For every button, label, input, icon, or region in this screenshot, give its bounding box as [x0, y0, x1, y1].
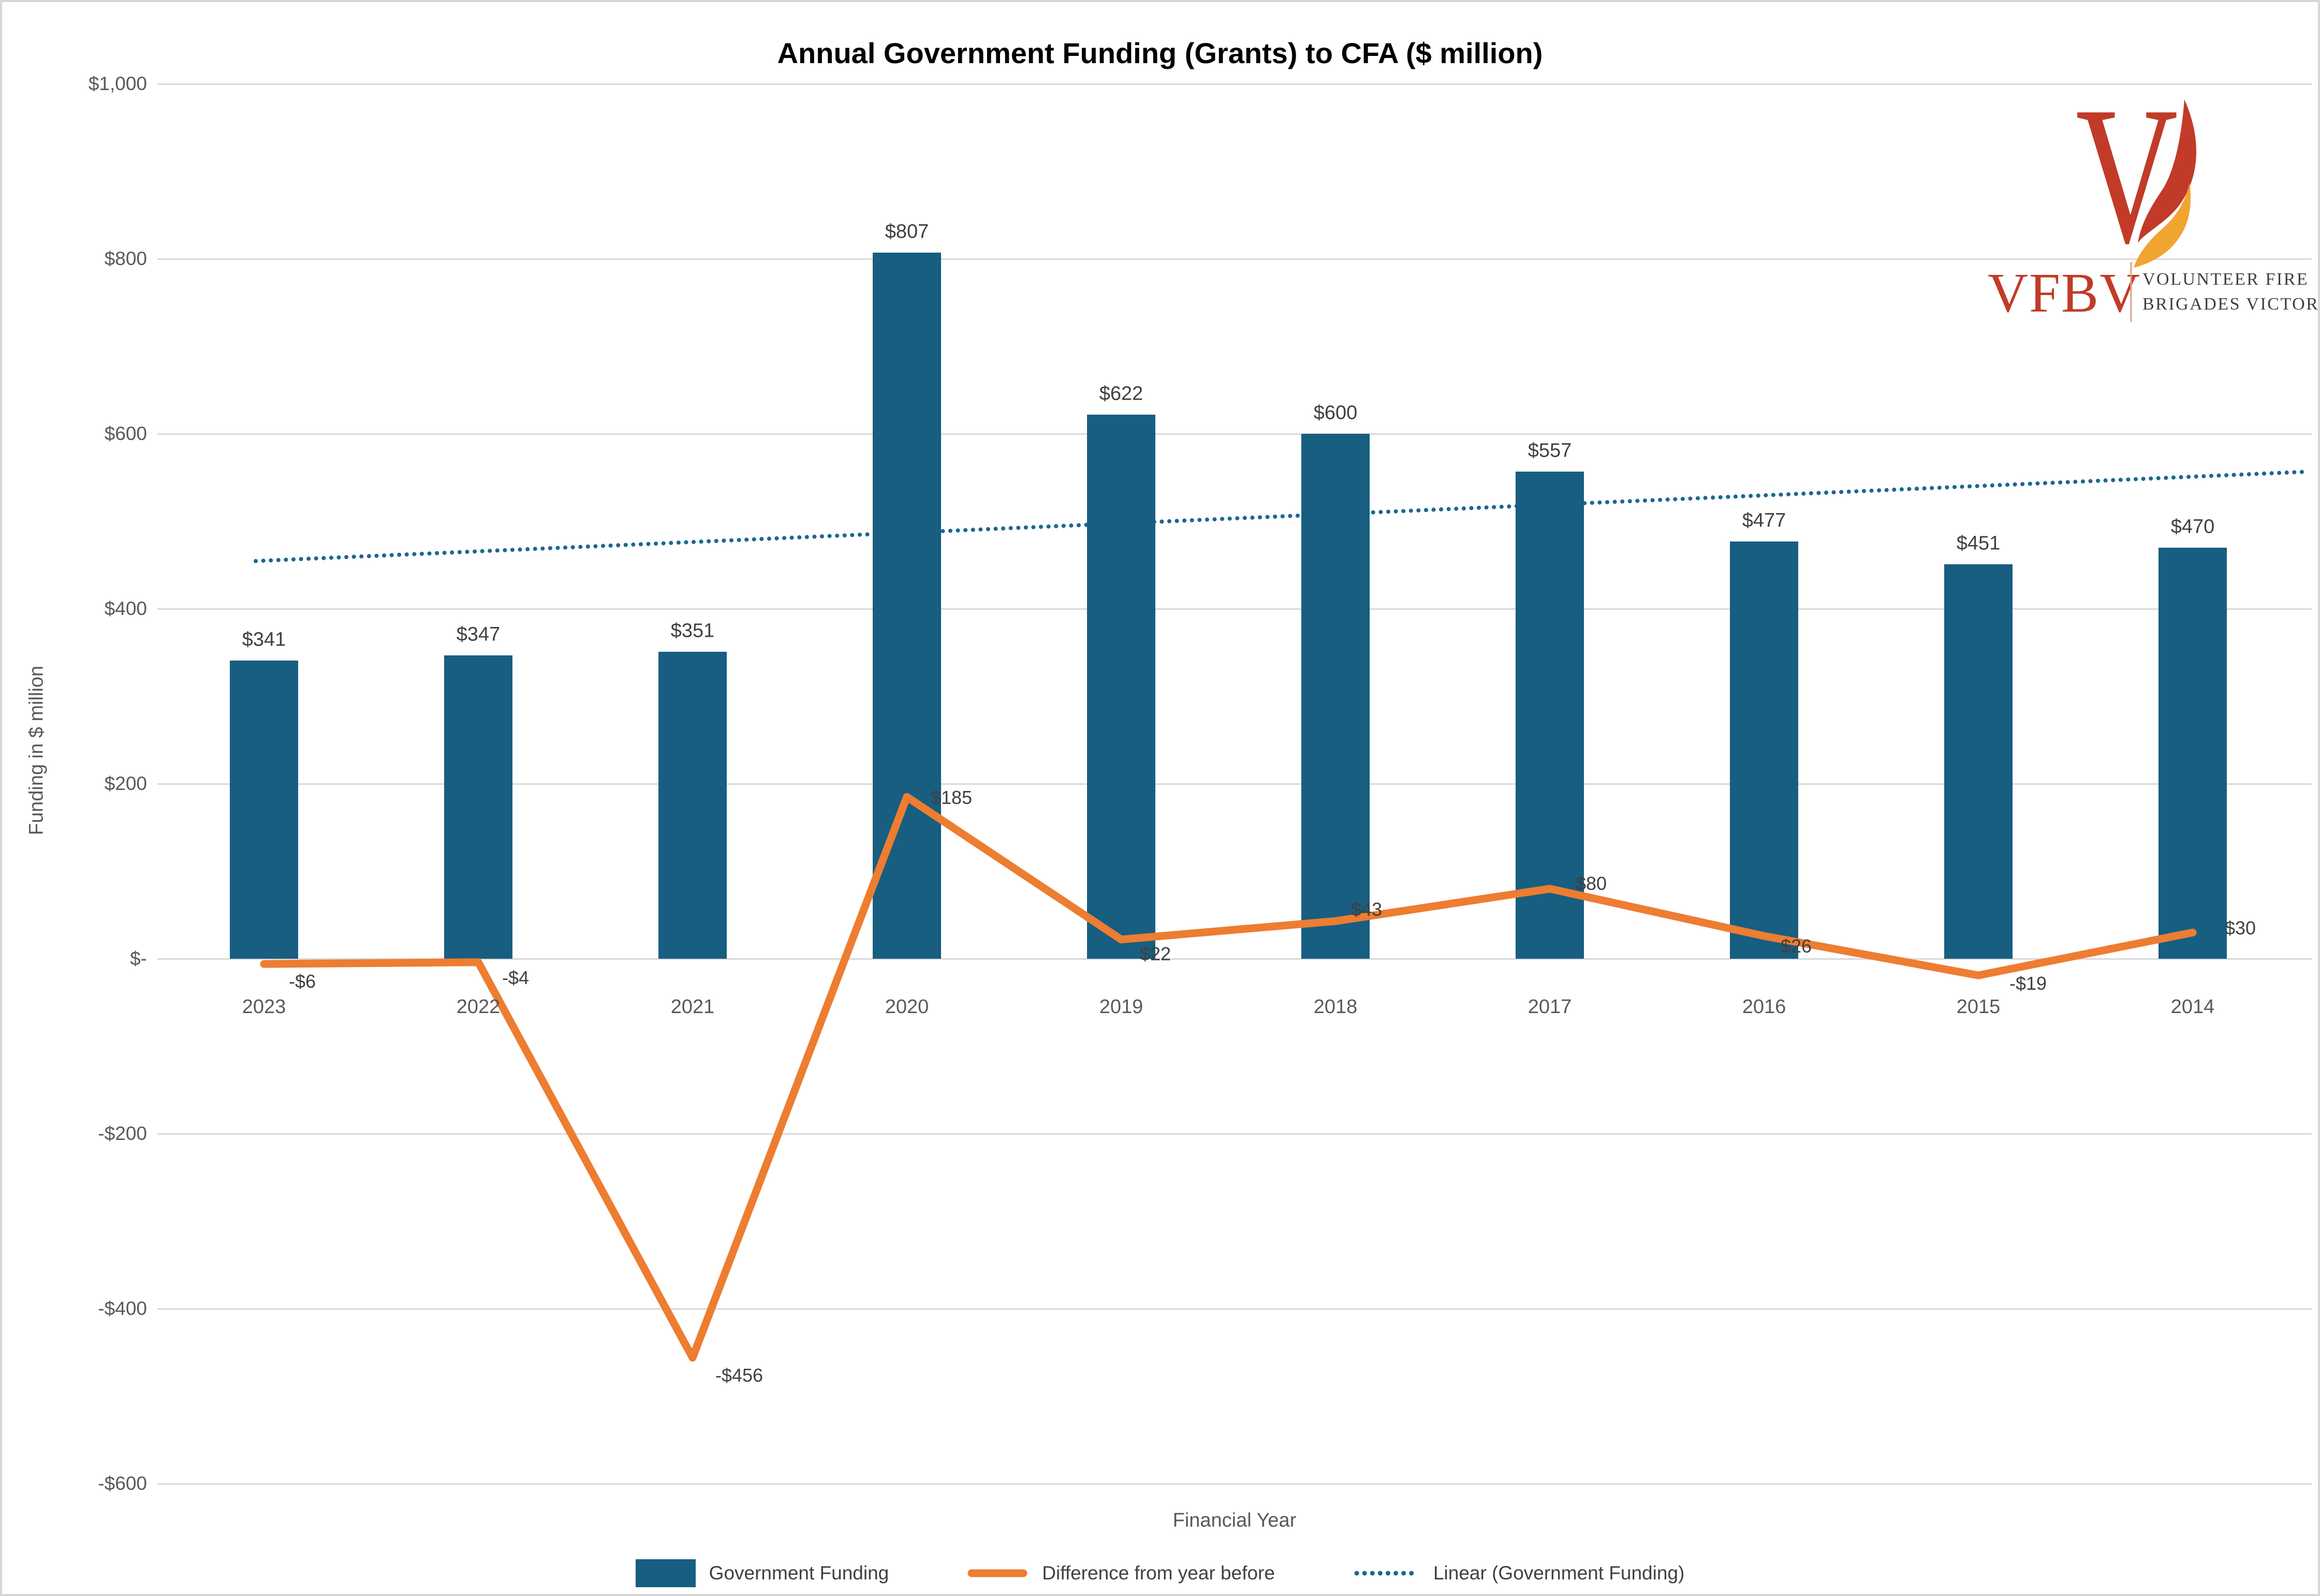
y-tick-label: $200	[104, 773, 147, 794]
x-year-label: 2018	[1313, 996, 1358, 1018]
logo-name-line1: VOLUNTEER FIRE	[2142, 270, 2309, 289]
vfbv-abbr: VFBV	[1988, 262, 2141, 324]
logo-name-line2: BRIGADES VICTORIA	[2142, 295, 2320, 314]
gridline	[157, 83, 2312, 85]
y-tick-label: $-	[130, 948, 147, 969]
chart-legend: Government Funding Difference from year …	[2, 1559, 2318, 1587]
bar-value-label: $347	[456, 623, 501, 646]
gridline	[157, 1308, 2312, 1310]
x-year-label: 2020	[885, 996, 929, 1018]
bar-value-label: $351	[670, 620, 715, 642]
x-year-label: 2016	[1742, 996, 1786, 1018]
line-swatch-icon	[967, 1569, 1027, 1577]
bar	[873, 253, 941, 959]
bar	[230, 660, 298, 959]
y-axis-title: Funding in $ million	[25, 665, 48, 836]
line-point-label: $185	[930, 787, 973, 809]
gridline	[157, 433, 2312, 435]
vfbv-flame-icon: V	[2076, 95, 2197, 284]
dotted-swatch-icon	[1354, 1571, 1420, 1576]
x-year-label: 2021	[670, 996, 715, 1018]
bar-value-label: $477	[1742, 509, 1786, 532]
bar	[658, 651, 727, 959]
bar-value-label: $557	[1528, 440, 1572, 462]
line-point-label: -$6	[288, 971, 316, 992]
x-year-label: 2014	[2170, 996, 2215, 1018]
line-point-label: -$19	[2009, 973, 2047, 994]
legend-item-government-funding: Government Funding	[635, 1559, 889, 1587]
bar	[1730, 541, 1798, 959]
y-tick-label: -$600	[98, 1473, 147, 1494]
legend-item-difference: Difference from year before	[966, 1562, 1275, 1584]
bar	[1944, 564, 2013, 959]
y-tick-label: $400	[104, 598, 147, 619]
y-tick-label: $1,000	[88, 73, 147, 94]
bar	[2159, 547, 2227, 959]
line-point-label: $30	[2224, 917, 2256, 939]
bar	[1087, 414, 1155, 959]
bar-value-label: $807	[885, 221, 929, 243]
x-axis-title: Financial Year	[1172, 1510, 1297, 1531]
x-year-label: 2015	[1956, 996, 2001, 1018]
gridline	[157, 608, 2312, 610]
bar-value-label: $451	[1956, 532, 2001, 554]
y-tick-label: $600	[104, 423, 147, 444]
line-point-label: $80	[1575, 872, 1607, 894]
line-point-label: $26	[1780, 935, 1812, 957]
gridline	[157, 1483, 2312, 1485]
bar	[444, 655, 512, 959]
chart-title: Annual Government Funding (Grants) to CF…	[777, 37, 1543, 69]
bar-swatch-icon	[635, 1559, 696, 1587]
bar-value-label: $470	[2170, 516, 2215, 538]
bar-value-label: $341	[242, 628, 286, 651]
y-tick-label: -$200	[98, 1123, 147, 1144]
y-tick-label: $800	[104, 248, 147, 269]
gridline	[157, 783, 2312, 785]
legend-label: Difference from year before	[1042, 1562, 1275, 1584]
x-year-label: 2023	[242, 996, 286, 1018]
x-year-label: 2019	[1099, 996, 1143, 1018]
gridline	[157, 1133, 2312, 1135]
legend-label: Government Funding	[709, 1562, 889, 1584]
x-year-label: 2017	[1528, 996, 1572, 1018]
bar	[1516, 471, 1584, 959]
y-tick-label: -$400	[98, 1298, 147, 1319]
line-point-label: -$456	[715, 1364, 763, 1386]
line-point-label: $43	[1350, 899, 1383, 920]
line-point-label: $22	[1139, 943, 1171, 964]
legend-item-linear: Linear (Government Funding)	[1353, 1562, 1684, 1584]
x-year-label: 2022	[456, 996, 501, 1018]
vfbv-logo: V VFBV VOLUNTEER FIRE BRIGADES VICTORIA	[1988, 95, 2320, 324]
line-point-label: -$4	[502, 967, 530, 988]
bar-value-label: $622	[1099, 383, 1143, 405]
legend-label: Linear (Government Funding)	[1433, 1562, 1685, 1584]
difference-line	[260, 793, 2197, 1362]
bar	[1301, 434, 1370, 959]
bar-value-label: $600	[1313, 402, 1358, 424]
gridline	[157, 258, 2312, 260]
